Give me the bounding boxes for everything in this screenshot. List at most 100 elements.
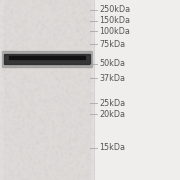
Point [21,82,24,85]
Point [34,120,37,123]
Point [59,174,62,177]
Point [29,138,32,140]
Point [75,130,78,133]
Point [78,120,80,123]
Point [4,136,7,139]
Point [42,10,44,12]
Point [45,50,48,53]
Point [58,62,61,65]
Point [7,27,10,30]
Point [79,26,82,29]
Point [76,108,79,111]
Point [9,90,12,93]
Point [24,20,26,22]
Point [36,22,39,25]
Point [28,84,30,87]
Point [42,160,45,163]
Point [22,85,25,88]
Point [15,42,17,45]
Point [53,25,56,28]
Point [81,104,84,107]
Point [57,16,60,19]
Point [26,48,29,51]
Point [58,13,61,15]
Point [36,167,39,170]
Point [20,28,22,31]
Point [15,26,18,29]
Point [42,109,45,112]
Point [61,74,64,77]
Point [87,88,90,91]
Point [19,36,21,39]
Point [88,168,91,171]
Point [39,33,42,35]
Point [75,86,78,89]
Point [21,81,24,84]
Point [58,133,61,136]
Point [88,138,91,140]
Point [1,26,4,29]
Point [77,21,80,24]
Point [31,115,33,118]
Point [57,82,59,85]
Point [88,157,91,160]
Point [34,28,37,31]
Point [66,15,69,18]
Point [12,76,15,79]
Point [71,175,74,178]
Point [47,53,50,56]
Point [31,137,33,140]
Point [4,124,7,127]
Point [67,45,70,48]
Point [91,8,94,11]
Point [6,6,9,9]
Point [34,16,37,19]
Point [83,172,86,175]
Point [60,116,63,119]
Point [40,132,43,135]
Point [12,3,15,6]
Point [76,101,79,104]
Point [65,170,68,173]
Point [76,0,79,3]
Point [63,150,66,153]
Point [10,12,13,15]
Point [52,136,55,139]
Point [19,127,22,130]
Point [14,116,17,119]
Point [58,2,61,5]
Point [89,126,92,129]
Point [80,73,83,76]
Point [69,153,72,156]
Point [29,8,32,11]
Point [56,7,59,10]
Point [31,72,34,75]
Point [78,24,80,27]
Point [72,9,75,12]
Point [74,24,76,27]
Point [80,109,83,112]
Point [21,116,24,119]
Point [83,108,86,111]
Point [61,59,64,62]
Point [74,132,77,134]
Point [83,9,86,12]
Point [73,10,76,13]
Point [38,135,41,138]
Point [83,138,86,141]
Point [75,135,78,138]
Point [52,173,55,176]
Point [35,34,37,37]
Point [80,52,83,55]
Point [49,158,52,160]
Point [54,59,57,62]
Point [9,159,12,162]
Point [9,150,12,153]
Point [31,161,34,163]
Point [40,5,43,8]
Point [86,90,88,93]
Point [8,58,10,61]
Point [14,22,17,25]
Point [22,111,24,114]
Point [0,25,3,28]
